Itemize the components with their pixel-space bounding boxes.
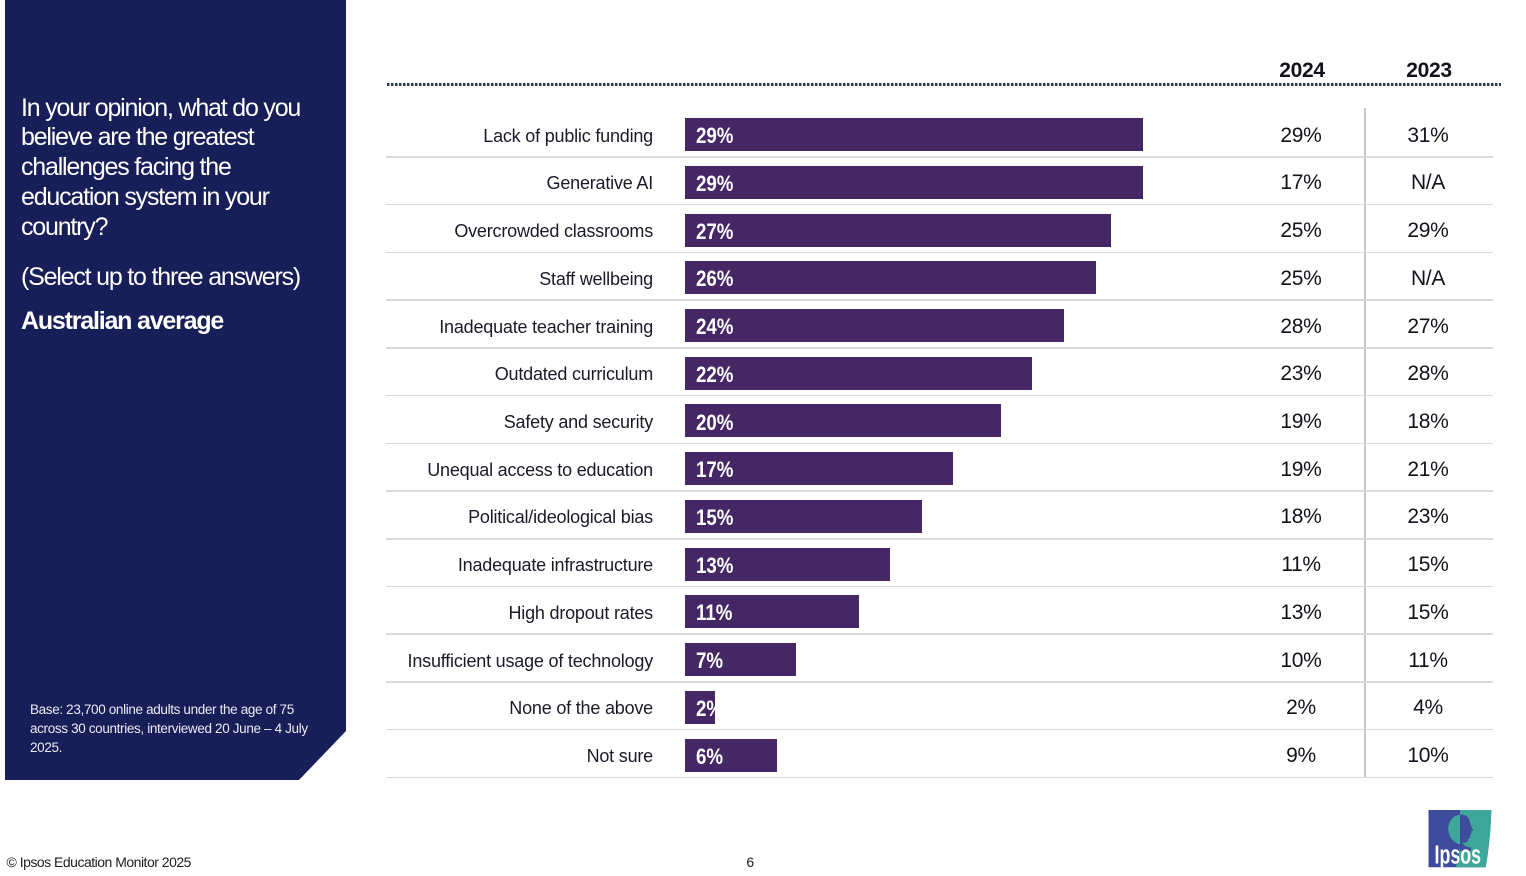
svg-text:Ipsos: Ipsos: [1435, 842, 1482, 869]
